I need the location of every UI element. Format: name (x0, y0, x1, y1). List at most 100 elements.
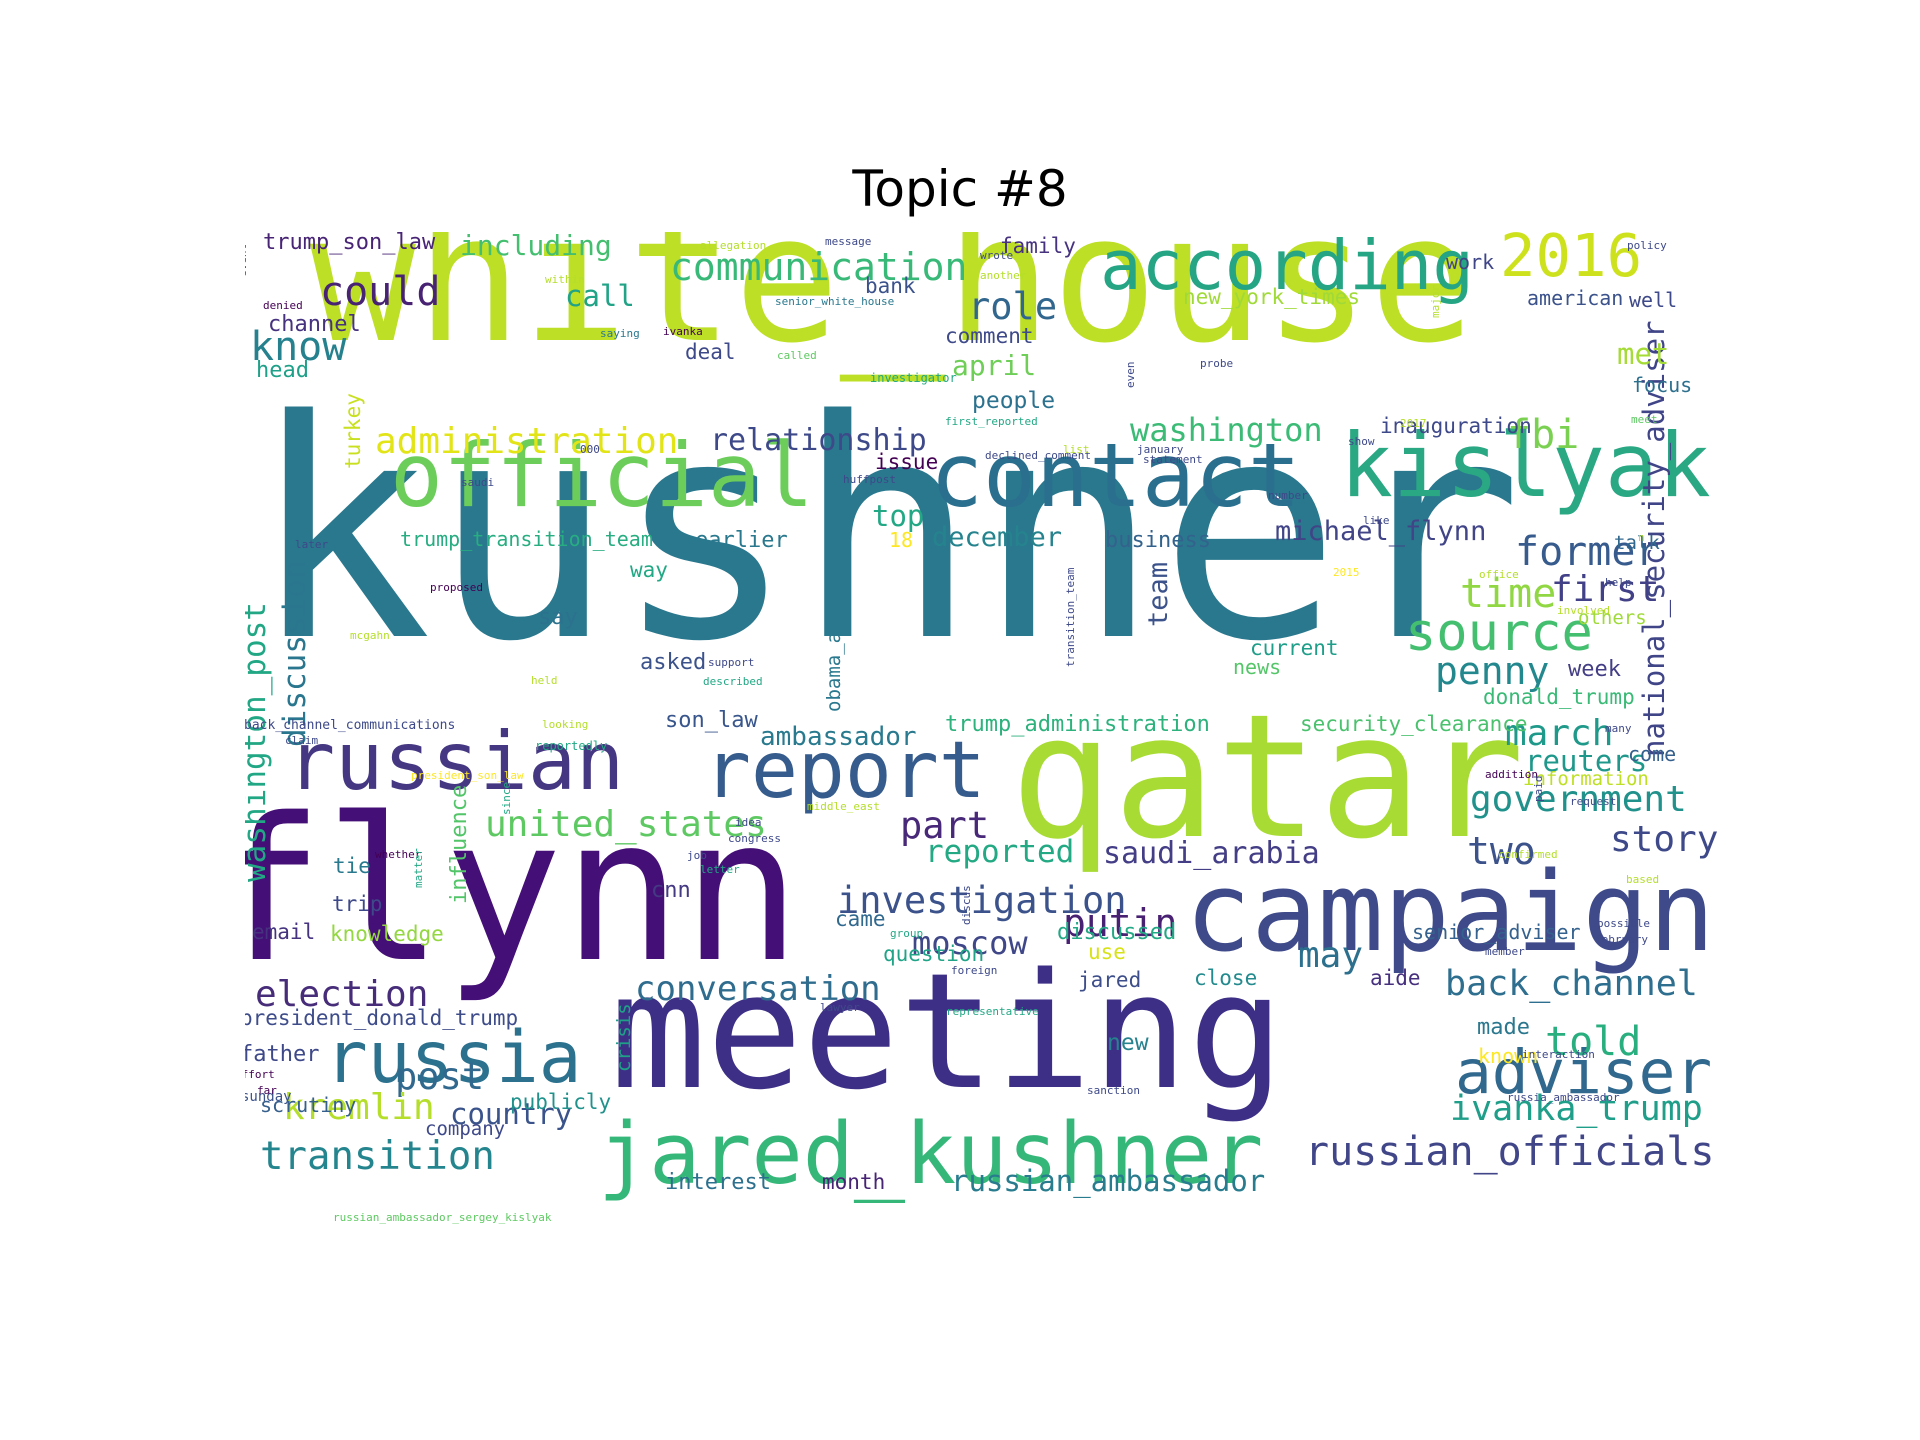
cloud-word: declined_comment (985, 449, 1091, 462)
cloud-word: like (1363, 514, 1390, 527)
cloud-word: paid (1532, 775, 1545, 803)
cloud-word: interest (665, 1170, 771, 1195)
cloud-word: turkey (341, 393, 365, 469)
cloud-word: people (972, 388, 1056, 414)
cloud-word: policy (1627, 239, 1667, 252)
cloud-word: washington (1130, 411, 1323, 449)
cloud-word: others (1578, 607, 1647, 629)
cloud-word: white_house (310, 232, 1476, 382)
cloud-word: story (1610, 819, 1719, 860)
cloud-word: effort (245, 1068, 275, 1081)
cloud-word: cnn (651, 878, 691, 903)
cloud-word: based (1626, 873, 1660, 886)
cloud-word: saudi_arabia (1103, 836, 1320, 871)
cloud-word: known (1478, 1044, 1539, 1068)
cloud-word: ivanka_trump (1450, 1089, 1703, 1129)
cloud-word: proposed (430, 581, 483, 594)
cloud-word: another (980, 269, 1027, 282)
cloud-word: could (320, 269, 441, 315)
cloud-word: well (1629, 288, 1678, 312)
cloud-word: kushner (250, 357, 1523, 708)
cloud-word: major (1429, 284, 1442, 318)
cloud-word: allegation (700, 239, 767, 252)
cloud-word: russian (287, 715, 625, 808)
cloud-word: head (256, 358, 309, 383)
cloud-word: inauguration (1380, 414, 1532, 438)
cloud-word: even (1124, 361, 1137, 389)
cloud-word: help (1605, 576, 1632, 589)
cloud-word: country (450, 1097, 573, 1131)
cloud-word: report (704, 726, 986, 816)
cloud-word: statement (1143, 453, 1203, 466)
cloud-word: administration (375, 421, 679, 462)
cloud-word: 000 (580, 443, 600, 456)
cloud-word: new (1107, 1030, 1149, 1056)
cloud-word: since (500, 781, 513, 815)
cloud-word: transition_team (1064, 567, 1077, 667)
cloud-word: focus (1632, 373, 1693, 397)
cloud-word: may (1298, 935, 1364, 976)
cloud-word: transition (260, 1134, 495, 1179)
cloud-word: former (1515, 529, 1660, 575)
cloud-word: list (1063, 443, 1090, 456)
cloud-word: family (1000, 234, 1076, 258)
cloud-word: scrutiny (260, 1093, 357, 1117)
cloud-word: april (952, 349, 1037, 382)
cloud-word: march (1505, 713, 1614, 754)
cloud-word: 2017 (1400, 417, 1427, 430)
cloud-word: sunday (245, 1089, 292, 1105)
word-cloud: kushner white_house flynn qatar meeting campa… (245, 232, 1733, 1232)
cloud-word: flynn (245, 775, 802, 1006)
cloud-word: adviser (1455, 1037, 1713, 1108)
cloud-word: trip (332, 892, 383, 916)
cloud-word: meet (1631, 413, 1658, 426)
cloud-word: close (1194, 966, 1258, 990)
cloud-word: fbi (1507, 412, 1580, 458)
cloud-word: show (1348, 435, 1375, 448)
cloud-word: middle_east (807, 800, 880, 813)
cloud-word: russian_ambassador (951, 1164, 1266, 1198)
cloud-word: week (1568, 657, 1621, 682)
cloud-word: part (900, 804, 990, 847)
cloud-word: role (968, 285, 1058, 328)
cloud-word: new_york_times (1183, 285, 1361, 309)
cloud-word: reported (925, 834, 1075, 870)
cloud-word: ambassador (760, 722, 917, 752)
cloud-word: request (1570, 795, 1617, 808)
cloud-word: reuters (1525, 744, 1648, 778)
cloud-word: aide (1370, 966, 1421, 990)
cloud-word: according (1100, 232, 1474, 306)
cloud-word: time (1460, 571, 1557, 617)
cloud-word: campaign (1185, 848, 1715, 976)
cloud-word: email (252, 920, 316, 944)
cloud-word: matter (412, 848, 425, 888)
cloud-word: 18 (889, 528, 914, 552)
cloud-word: support (708, 656, 755, 669)
cloud-word: russia (325, 1016, 582, 1099)
cloud-word: called (777, 349, 817, 362)
cloud-word: putin (1063, 901, 1178, 945)
cloud-word: 2016 (1500, 232, 1643, 290)
cloud-word: president_donald_trump (245, 1006, 519, 1030)
cloud-word: member (1485, 945, 1525, 958)
cloud-word: know (250, 324, 347, 370)
cloud-word: work (1446, 250, 1495, 274)
cloud-word: team (1143, 561, 1174, 627)
cloud-word: denied (263, 299, 303, 312)
cloud-word: interaction (1522, 1048, 1595, 1061)
cloud-word: came (835, 907, 886, 931)
cloud-word: event (245, 243, 249, 277)
cloud-word: sanction (1087, 1084, 1140, 1097)
cloud-word: conversation (635, 969, 881, 1009)
cloud-word: two (1467, 829, 1536, 873)
cloud-word: addition (1485, 768, 1538, 781)
cloud-word: february (1595, 933, 1648, 946)
cloud-word: first (1551, 569, 1660, 610)
cloud-word: reportedly (535, 739, 608, 753)
cloud-word: deal (685, 340, 736, 364)
cloud-word: trump_administration (945, 712, 1210, 737)
cloud-word: wrote (980, 249, 1014, 262)
cloud-word: election (255, 974, 429, 1015)
cloud-word: saying (600, 327, 640, 340)
cloud-word: way (630, 558, 668, 582)
